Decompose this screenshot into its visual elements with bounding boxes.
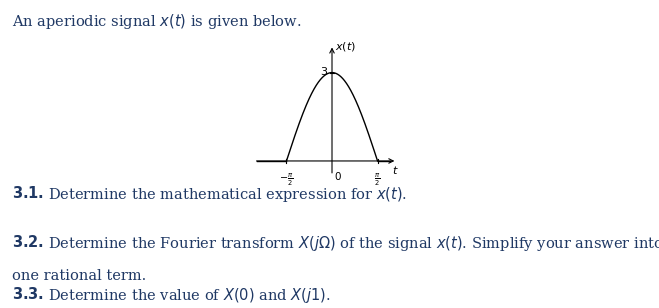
Text: Determine the value of $X(0)$ and $X(j1)$.: Determine the value of $X(0)$ and $X(j1)… xyxy=(48,286,331,306)
Text: $t$: $t$ xyxy=(393,164,399,176)
Text: $-\frac{\pi}{2}$: $-\frac{\pi}{2}$ xyxy=(279,171,294,188)
Text: $\mathbf{3.2.}$: $\mathbf{3.2.}$ xyxy=(12,234,43,250)
Text: Determine the mathematical expression for $x(t)$.: Determine the mathematical expression fo… xyxy=(48,185,407,204)
Text: $3$: $3$ xyxy=(320,65,329,77)
Text: $\mathbf{3.3.}$: $\mathbf{3.3.}$ xyxy=(12,286,44,302)
Text: $x(t)$: $x(t)$ xyxy=(335,39,356,53)
Text: $\frac{\pi}{2}$: $\frac{\pi}{2}$ xyxy=(374,171,381,188)
Text: $\mathbf{3.1.}$: $\mathbf{3.1.}$ xyxy=(12,185,44,201)
Text: one rational term.: one rational term. xyxy=(12,270,146,283)
Text: An aperiodic signal $x(t)$ is given below.: An aperiodic signal $x(t)$ is given belo… xyxy=(12,12,301,31)
Text: $0$: $0$ xyxy=(334,170,342,182)
Text: Determine the Fourier transform $X(j\Omega)$ of the signal $x(t)$. Simplify your: Determine the Fourier transform $X(j\Ome… xyxy=(48,234,659,253)
